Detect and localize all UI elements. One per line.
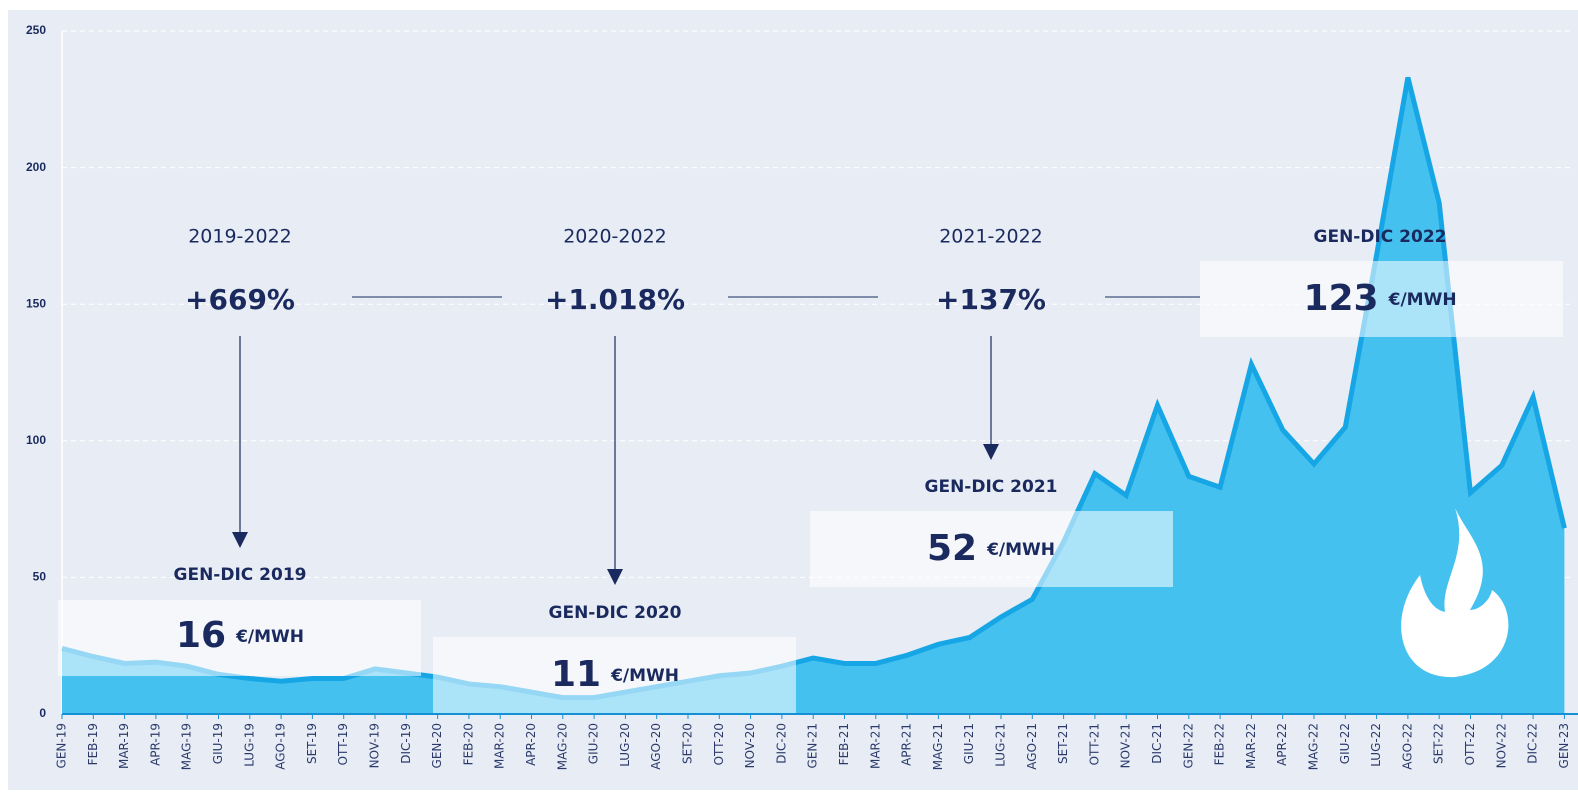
x-tick-label: OTT-22 xyxy=(1463,723,1477,765)
flame-icon xyxy=(1401,508,1509,678)
x-tick-label: DIC-20 xyxy=(774,723,788,764)
x-tick-label: GEN-23 xyxy=(1557,723,1571,768)
x-tick-label: OTT-19 xyxy=(336,723,350,765)
x-tick-label: NOV-19 xyxy=(368,723,382,768)
x-tick-label: AGO-19 xyxy=(274,723,288,770)
x-tick-label: MAR-20 xyxy=(493,723,507,769)
x-tick-label: GEN-20 xyxy=(430,723,444,768)
x-tick-label: GEN-21 xyxy=(806,723,820,768)
value-box xyxy=(810,511,1173,587)
period-title: GEN-DIC 2019 xyxy=(174,565,307,585)
x-tick-label: AGO-20 xyxy=(649,723,663,770)
x-tick-label: GIU-19 xyxy=(211,723,225,764)
value-box xyxy=(58,600,421,676)
area xyxy=(62,77,1565,715)
x-tick-label: APR-20 xyxy=(524,723,538,766)
x-tick-label: MAG-19 xyxy=(180,723,194,770)
period-title: GEN-DIC 2021 xyxy=(925,477,1058,497)
x-tick-label: MAG-20 xyxy=(555,723,569,770)
x-tick-label: FEB-21 xyxy=(837,723,851,765)
value-unit: €/MWH xyxy=(986,540,1055,560)
x-tick-label: GIU-21 xyxy=(962,723,976,764)
change-label: +137% xyxy=(936,283,1046,316)
value-unit: €/MWH xyxy=(235,627,304,647)
x-tick-label: GEN-19 xyxy=(55,723,69,768)
x-tick-label: DIC-19 xyxy=(399,723,413,764)
x-tick-label: AGO-21 xyxy=(1025,723,1039,770)
x-tick-label: SET-22 xyxy=(1432,723,1446,764)
x-tick-label: MAG-22 xyxy=(1307,723,1321,770)
x-tick-label: LUG-20 xyxy=(618,723,632,767)
y-tick-label: 150 xyxy=(26,296,46,310)
y-tick-label: 50 xyxy=(33,570,47,584)
value-unit: €/MWH xyxy=(610,666,679,686)
x-tick-label: MAR-22 xyxy=(1244,723,1258,769)
period-title: GEN-DIC 2022 xyxy=(1314,227,1447,247)
line xyxy=(61,76,1567,701)
x-tick-label: LUG-19 xyxy=(242,723,256,767)
value-number: 123 xyxy=(1303,278,1378,319)
x-tick-label: FEB-20 xyxy=(461,723,475,765)
x-tick-label: DIC-21 xyxy=(1150,723,1164,764)
value-number: 52 xyxy=(927,528,977,569)
period-value: 11 €/MWH xyxy=(551,654,679,695)
x-tick-label: GIU-22 xyxy=(1338,723,1352,764)
y-tick-label: 250 xyxy=(26,23,46,37)
y-tick-label: 0 xyxy=(39,706,46,720)
x-tick-label: APR-21 xyxy=(900,723,914,766)
x-tick-label: GEN-22 xyxy=(1181,723,1195,768)
value-box xyxy=(433,637,796,713)
front-layer: 2019-2022 +669% GEN-DIC 2019 16 €/MWH 2020-20… xyxy=(58,226,1563,713)
change-label: +669% xyxy=(185,283,295,316)
y-tick-label: 100 xyxy=(26,433,46,447)
value-number: 16 xyxy=(176,615,226,656)
x-tick-label: MAR-19 xyxy=(117,723,131,769)
x-tick-label: FEB-19 xyxy=(86,723,100,765)
x-tick-label: FEB-22 xyxy=(1213,723,1227,765)
x-tick-label: DIC-22 xyxy=(1526,723,1540,764)
x-tick-label: NOV-21 xyxy=(1119,723,1133,768)
x-tick-label: APR-19 xyxy=(148,723,162,766)
period-label: 2019-2022 xyxy=(188,226,292,248)
period-value: 16 €/MWH xyxy=(176,615,304,656)
x-tick-label: MAR-21 xyxy=(868,723,882,769)
x-tick-label: NOV-22 xyxy=(1494,723,1508,768)
value-number: 11 xyxy=(551,654,601,695)
x-tick-label: GIU-20 xyxy=(587,723,601,764)
arrow-head xyxy=(232,532,248,548)
x-tick-label: SET-19 xyxy=(305,723,319,764)
period-value: 52 €/MWH xyxy=(927,528,1055,569)
arrow-head xyxy=(607,569,623,585)
x-tick-label: OTT-21 xyxy=(1087,723,1101,765)
x-tick-label: SET-21 xyxy=(1056,723,1070,764)
x-tick-label: NOV-20 xyxy=(743,723,757,768)
x-tick-label: OTT-20 xyxy=(712,723,726,765)
x-tick-label: AGO-22 xyxy=(1400,723,1414,770)
value-box xyxy=(1200,261,1563,337)
x-tick-label: LUG-22 xyxy=(1369,723,1383,767)
x-tick-label: SET-20 xyxy=(681,723,695,764)
x-tick-label: LUG-21 xyxy=(994,723,1008,767)
period-label: 2021-2022 xyxy=(939,226,1043,248)
arrow-head xyxy=(983,444,999,460)
back-layer: 0 50 100 150 200 250 GEN-19 FEB-19 MAR-19 APR-19 M… xyxy=(26,23,1578,770)
value-unit: €/MWH xyxy=(1388,290,1457,310)
period-value: 123 €/MWH xyxy=(1303,278,1456,319)
period-title: GEN-DIC 2020 xyxy=(549,603,682,623)
change-label: +1.018% xyxy=(545,283,685,316)
period-label: 2020-2022 xyxy=(563,226,667,248)
y-tick-label: 200 xyxy=(26,160,46,174)
x-tick-label: APR-22 xyxy=(1275,723,1289,766)
x-tick-label: MAG-21 xyxy=(931,723,945,770)
